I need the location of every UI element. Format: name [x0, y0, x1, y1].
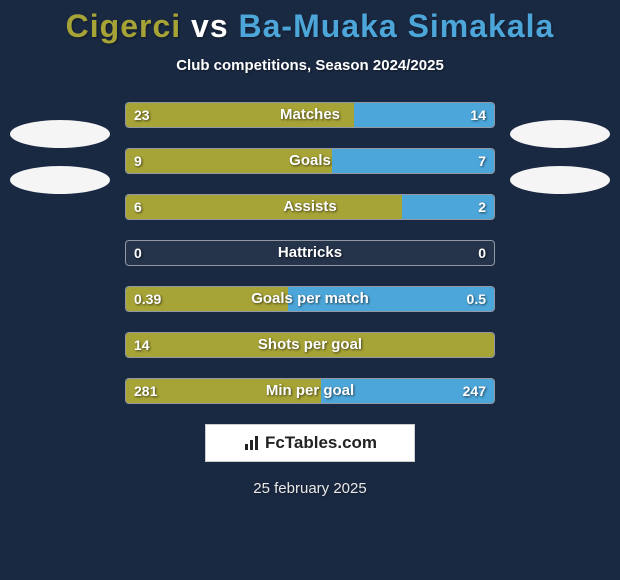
avatar-placeholder [510, 166, 610, 194]
footer-logo[interactable]: FcTables.com [205, 424, 415, 462]
player2-name: Ba-Muaka Simakala [239, 8, 555, 44]
stat-row: 6Assists2 [125, 194, 495, 220]
stat-value-right: 247 [463, 379, 486, 403]
vs-text: vs [191, 8, 229, 44]
avatar-placeholder [10, 166, 110, 194]
footer-logo-text: FcTables.com [243, 433, 377, 453]
player1-avatars [10, 120, 110, 212]
player1-name: Cigerci [66, 8, 181, 44]
stat-row: 0.39Goals per match0.5 [125, 286, 495, 312]
stat-label: Hattricks [126, 241, 494, 265]
player2-avatars [510, 120, 610, 212]
stat-value-right: 14 [470, 103, 486, 127]
stat-value-right: 0.5 [467, 287, 486, 311]
stat-label: Matches [126, 103, 494, 127]
footer-date: 25 february 2025 [0, 480, 620, 497]
chart-icon [243, 434, 261, 452]
subtitle: Club competitions, Season 2024/2025 [0, 57, 620, 74]
stat-value-right: 7 [478, 149, 486, 173]
stat-row: 14Shots per goal [125, 332, 495, 358]
avatar-placeholder [510, 120, 610, 148]
stat-row: 281Min per goal247 [125, 378, 495, 404]
stat-label: Goals [126, 149, 494, 173]
stat-value-right: 0 [478, 241, 486, 265]
stat-label: Assists [126, 195, 494, 219]
stat-label: Shots per goal [126, 333, 494, 357]
comparison-title: Cigerci vs Ba-Muaka Simakala [0, 0, 620, 45]
footer-logo-label: FcTables.com [265, 433, 377, 453]
stat-label: Goals per match [126, 287, 494, 311]
stat-label: Min per goal [126, 379, 494, 403]
stat-value-right: 2 [478, 195, 486, 219]
stat-row: 9Goals7 [125, 148, 495, 174]
stat-row: 0Hattricks0 [125, 240, 495, 266]
stat-row: 23Matches14 [125, 102, 495, 128]
comparison-bars: 23Matches14 9Goals7 6Assists2 0Hattricks0 0.… [125, 102, 495, 404]
avatar-placeholder [10, 120, 110, 148]
